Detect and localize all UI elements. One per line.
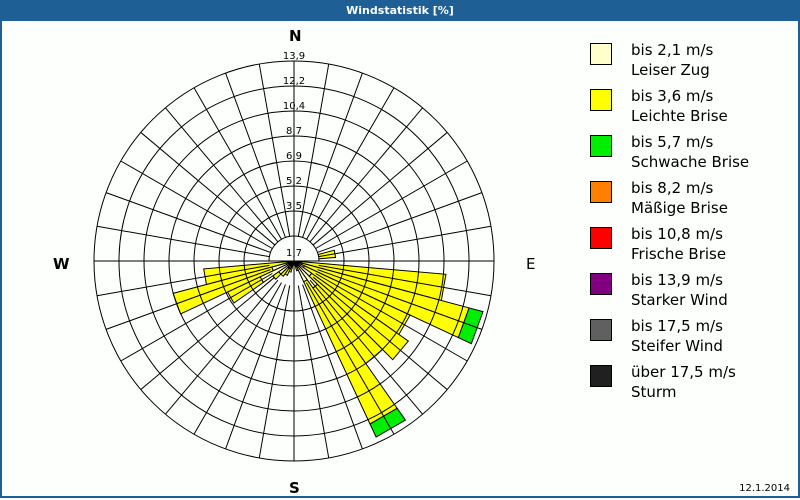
legend-range: bis 5,7 m/s — [631, 133, 714, 151]
radial-tick-label: 10,4 — [283, 101, 305, 112]
legend-name: Starker Wind — [631, 291, 728, 309]
grid-spoke — [225, 284, 286, 450]
grid-spoke — [140, 132, 276, 246]
grid-spoke — [165, 279, 279, 415]
legend-range: bis 2,1 m/s — [631, 41, 714, 59]
grid-spoke — [317, 269, 483, 330]
grid-spoke — [165, 107, 279, 243]
legend-swatch — [590, 89, 612, 111]
legend-range: über 17,5 m/s — [631, 363, 736, 381]
legend-range: bis 17,5 m/s — [631, 317, 723, 335]
grid-spoke — [96, 264, 270, 297]
compass-east-label: E — [526, 255, 536, 273]
grid-spoke — [306, 282, 395, 435]
grid-spoke — [315, 160, 468, 249]
grid-spoke — [258, 285, 291, 459]
grid-spoke — [105, 192, 271, 253]
compass-north-label: N — [289, 27, 302, 45]
grid-spoke — [309, 279, 423, 415]
legend-swatch — [590, 319, 612, 341]
grid-spoke — [318, 264, 492, 297]
legend-swatch — [590, 43, 612, 65]
legend-range: bis 3,6 m/s — [631, 87, 714, 105]
grid-spoke — [317, 192, 483, 253]
legend-range: bis 8,2 m/s — [631, 179, 714, 197]
legend-swatch — [590, 181, 612, 203]
compass-south-label: S — [289, 479, 300, 497]
grid-spoke — [312, 276, 448, 390]
legend-name: Leichte Brise — [631, 107, 728, 125]
legend-name: Frische Brise — [631, 245, 727, 263]
grid-spoke — [140, 276, 276, 390]
legend-swatch — [590, 365, 612, 387]
grid-spoke — [105, 269, 271, 330]
grid-spoke — [297, 63, 330, 237]
grid-spoke — [309, 107, 423, 243]
radial-tick-label: 3,5 — [286, 201, 302, 212]
rose-bar-segment — [294, 264, 299, 272]
legend-range: bis 10,8 m/s — [631, 225, 723, 243]
legend-name: Steifer Wind — [631, 337, 723, 355]
radial-tick-label: 1,7 — [286, 248, 302, 259]
grid-spoke — [306, 87, 395, 240]
legend-name: Mäßige Brise — [631, 199, 728, 217]
grid-spoke — [297, 285, 330, 459]
grid-spoke — [315, 273, 468, 362]
legend-swatch — [590, 135, 612, 157]
grid-spoke — [302, 72, 363, 238]
grid-spoke — [120, 273, 273, 362]
window-title: Windstatistik [%] — [0, 0, 800, 21]
grid-spoke — [193, 87, 282, 240]
grid-spoke — [193, 282, 282, 435]
radial-tick-label: 8,7 — [286, 126, 302, 137]
legend-range: bis 13,9 m/s — [631, 271, 723, 289]
compass-west-label: W — [53, 255, 70, 273]
grid-spoke — [96, 225, 270, 258]
grid-spoke — [312, 132, 448, 246]
radial-tick-label: 12,2 — [283, 76, 305, 87]
grid-spoke — [258, 63, 291, 237]
legend-name: Sturm — [631, 383, 677, 401]
radial-tick-label: 5,2 — [286, 176, 302, 187]
grid-spoke — [120, 160, 273, 249]
legend-name: Leiser Zug — [631, 61, 710, 79]
legend-swatch — [590, 227, 612, 249]
radial-tick-label: 6,9 — [286, 151, 302, 162]
grid-spoke — [318, 225, 492, 258]
grid-spoke — [302, 284, 363, 450]
date-label: 12.1.2014 — [739, 483, 790, 494]
legend-name: Schwache Brise — [631, 153, 750, 171]
grid-spoke — [225, 72, 286, 238]
radial-tick-label: 13,9 — [283, 51, 305, 62]
legend-swatch — [590, 273, 612, 295]
